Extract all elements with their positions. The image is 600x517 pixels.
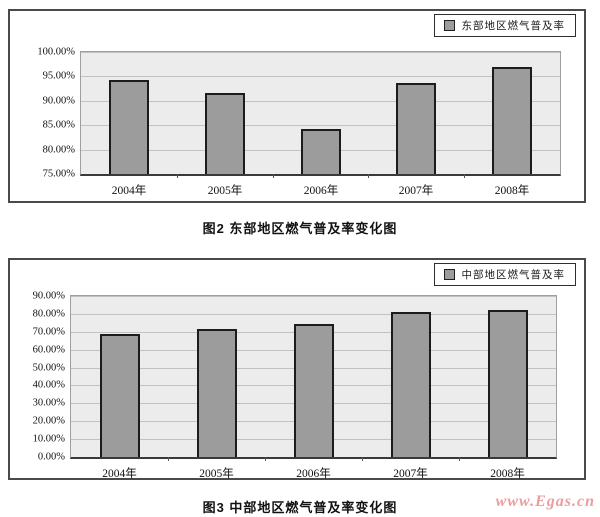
plot-area: 100.00% 95.00% 90.00% 85.00% 80.00% 75.00% 200… [37, 47, 561, 197]
x-category-label: 2007年 [398, 185, 434, 197]
figure-caption: 图3 中部地区燃气普及率变化图 [202, 500, 398, 515]
y-axis-tick-label: 90.00% [42, 95, 75, 107]
x-axis-tick [168, 457, 169, 461]
bar-2007年 [391, 312, 431, 457]
bar-2007年 [396, 83, 436, 174]
y-axis-tick-label: 20.00% [32, 415, 65, 427]
y-axis-tick-label: 70.00% [32, 326, 65, 338]
gridline [71, 314, 556, 315]
x-axis-tick [273, 174, 274, 178]
y-axis-tick-label: 30.00% [32, 397, 65, 409]
x-category-label: 2007年 [393, 468, 428, 480]
x-category-label: 2008年 [490, 468, 525, 480]
figure-caption: 图2 东部地区燃气普及率变化图 [202, 221, 398, 236]
central-chart-legend: 中部地区燃气普及率 [433, 263, 576, 286]
gridline [81, 125, 560, 126]
x-axis-tick [177, 174, 178, 178]
y-axis-tick-label: 10.00% [32, 433, 65, 445]
y-axis-tick-label: 50.00% [32, 362, 65, 374]
y-axis-tick-label: 95.00% [42, 70, 75, 82]
bar-2005年 [197, 329, 237, 457]
y-axis-tick-label: 80.00% [42, 144, 75, 156]
bar-2004年 [109, 80, 149, 174]
y-axis-tick-label: 100.00% [37, 46, 75, 58]
central-gas-chart: 中部地区燃气普及率 90.00% 80.00% 70.00% 60.00% 50.00%… [8, 258, 586, 480]
y-axis-tick-label: 80.00% [32, 308, 65, 320]
x-category-label: 2008年 [494, 185, 530, 197]
x-category-label: 2005年 [207, 185, 243, 197]
x-category-label: 2006年 [296, 468, 331, 480]
x-axis-tick [459, 457, 460, 461]
legend-label: 东部地区燃气普及率 [461, 20, 565, 32]
bar-2005年 [205, 93, 245, 174]
x-category-label: 2005年 [199, 468, 234, 480]
gridline [81, 76, 560, 77]
bar-2006年 [294, 324, 334, 457]
y-axis-tick-label: 90.00% [32, 290, 65, 302]
gridline [81, 101, 560, 102]
y-axis-tick-label: 85.00% [42, 119, 75, 131]
legend-marker-icon [443, 20, 455, 31]
bar-2008年 [488, 310, 528, 457]
bar-2008年 [492, 67, 532, 174]
x-axis-tick [368, 174, 369, 178]
x-axis-tick [464, 174, 465, 178]
site-watermark: www.Egas.cn [495, 493, 595, 510]
bar-2004年 [100, 334, 140, 457]
y-axis-tick-label: 0.00% [37, 451, 65, 463]
gridline [71, 296, 556, 297]
x-category-label: 2004年 [102, 468, 137, 480]
x-category-label: 2004年 [111, 185, 147, 197]
legend-label: 中部地区燃气普及率 [461, 269, 565, 281]
gridline [81, 52, 560, 53]
east-chart-legend: 东部地区燃气普及率 [433, 14, 576, 37]
x-axis-tick [265, 457, 266, 461]
bar-2006年 [301, 129, 341, 174]
y-axis-tick-label: 75.00% [42, 168, 75, 180]
east-gas-chart: 东部地区燃气普及率 100.00% 95.00% 90.00% 85.00% 80.00… [8, 9, 586, 203]
plot-area: 90.00% 80.00% 70.00% 60.00% 50.00% 40.00% 30.0… [33, 291, 557, 480]
legend-marker-icon [443, 269, 455, 280]
y-axis-tick-label: 60.00% [32, 344, 65, 356]
x-category-label: 2006年 [303, 185, 339, 197]
y-axis-tick-label: 40.00% [32, 379, 65, 391]
x-axis-tick [362, 457, 363, 461]
